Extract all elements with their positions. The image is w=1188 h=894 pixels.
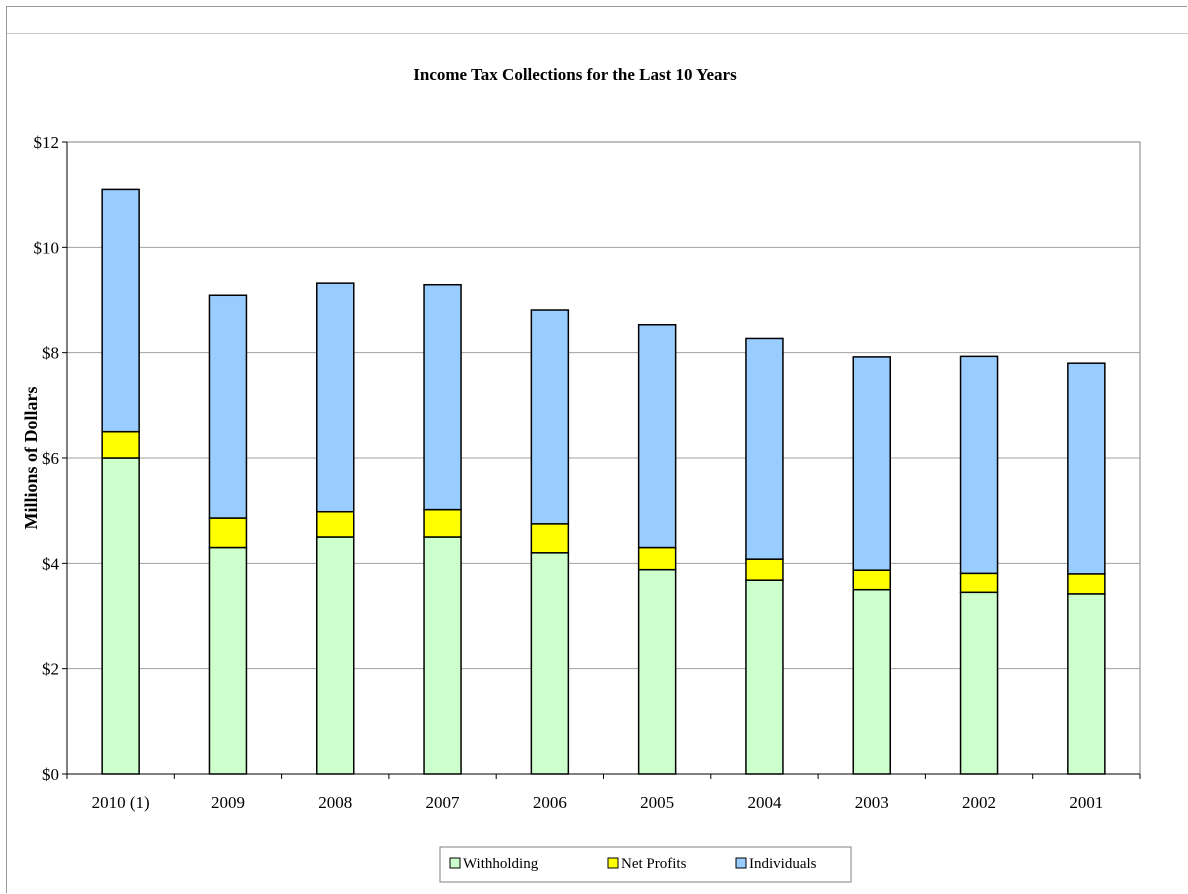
y-tick-label: $2: [42, 660, 59, 679]
bar-segment: [1067, 573, 1106, 595]
bar-segment: [852, 588, 891, 775]
legend-label: Withholding: [463, 856, 539, 872]
axes: $0 $2 $4 $6 $8 $10 $12 2010 (1) 2009 2008 2007 2006…: [34, 133, 1141, 812]
bar-segment: [316, 282, 355, 513]
bar-segment: [745, 558, 784, 581]
legend: Withholding Net Profits Individuals: [439, 846, 852, 883]
y-tick-label: $4: [42, 554, 60, 573]
x-tick-label: 2004: [747, 793, 782, 812]
y-axis-title: Millions of Dollars: [21, 387, 41, 530]
bar-segment: [530, 523, 570, 554]
y-tick-label: $0: [42, 765, 59, 784]
bar-segment: [423, 508, 462, 538]
bar-segment: [637, 546, 677, 571]
chart-title: Income Tax Collections for the Last 10 Y…: [413, 65, 737, 84]
bar-segment: [101, 430, 140, 459]
legend-swatch: [449, 857, 461, 869]
y-tick-label: $6: [42, 449, 59, 468]
legend-swatch: [735, 857, 747, 869]
bar-segment: [637, 324, 677, 549]
legend-swatch: [607, 857, 619, 869]
x-tick-label: 2006: [533, 793, 567, 812]
bar-segment: [637, 568, 677, 775]
bar-segment: [852, 356, 891, 571]
x-tick-label: 2010 (1): [92, 793, 150, 812]
bar-segment: [745, 337, 784, 560]
x-tick-label: 2003: [855, 793, 889, 812]
bar-segment: [208, 517, 248, 549]
bar-segment: [208, 546, 248, 775]
chart-frame: [6, 6, 1187, 893]
x-tick-label: 2001: [1069, 793, 1103, 812]
x-tick-label: 2009: [211, 793, 245, 812]
bar-segment: [101, 188, 140, 433]
legend-label: Individuals: [749, 856, 817, 872]
x-tick-label: 2002: [962, 793, 996, 812]
bar-segment: [1067, 362, 1106, 575]
bar-segment: [530, 552, 570, 775]
bar-segment: [1067, 593, 1106, 775]
legend-box: [439, 846, 852, 883]
bar-segment: [208, 294, 248, 519]
y-tick-label: $12: [34, 133, 60, 152]
x-tick-label: 2005: [640, 793, 674, 812]
bar-segment: [316, 536, 355, 775]
x-tick-label: 2008: [318, 793, 352, 812]
bar-segment: [423, 283, 462, 511]
y-tick-label: $8: [42, 344, 59, 363]
top-divider: [7, 33, 1188, 34]
legend-label: Net Profits: [621, 856, 687, 872]
bar-segment: [959, 591, 999, 775]
bar-segment: [423, 536, 462, 775]
bar-segment: [316, 510, 355, 538]
bar-segment: [745, 579, 784, 775]
bar-segment: [959, 355, 999, 575]
bar-segment: [959, 572, 999, 594]
bars: [101, 188, 1106, 775]
bar-segment: [101, 457, 140, 775]
bar-segment: [852, 569, 891, 591]
bar-segment: [530, 309, 570, 525]
x-tick-label: 2007: [426, 793, 461, 812]
y-tick-label: $10: [34, 238, 60, 257]
